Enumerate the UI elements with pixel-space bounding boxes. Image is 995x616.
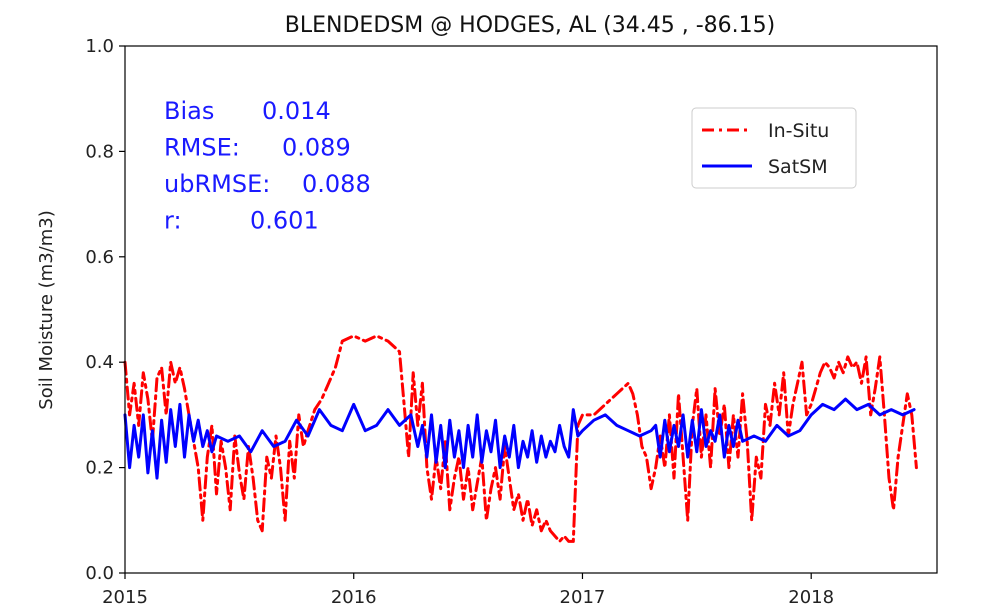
plot-area xyxy=(123,334,918,543)
legend-box xyxy=(691,107,857,189)
x-tick-label: 2016 xyxy=(331,587,377,608)
x-tick-label: 2017 xyxy=(560,587,606,608)
x-axis-ticks: 2015 2016 2017 2018 xyxy=(102,573,834,608)
stat-value: 0.601 xyxy=(250,207,319,235)
y-tick-label: 0.8 xyxy=(85,141,114,162)
stat-label: r: xyxy=(164,207,182,235)
stat-label: Bias xyxy=(164,97,214,125)
stat-value: 0.014 xyxy=(262,97,331,125)
stat-value: 0.088 xyxy=(302,170,371,198)
series-line-in-situ xyxy=(123,334,918,543)
y-tick-label: 0.6 xyxy=(85,247,114,268)
stat-label: ubRMSE: xyxy=(164,170,270,198)
y-tick-label: 0.2 xyxy=(85,458,114,479)
y-tick-label: 0.0 xyxy=(85,563,114,584)
x-tick-label: 2015 xyxy=(102,587,148,608)
chart-title: BLENDEDSM @ HODGES, AL (34.45 , -86.15) xyxy=(285,13,775,38)
series-line-satsm xyxy=(123,397,916,480)
legend-label-insitu: In-Situ xyxy=(768,120,829,142)
y-tick-label: 0.4 xyxy=(85,352,114,373)
stat-label: RMSE: xyxy=(164,134,240,162)
y-axis-label: Soil Moisture (m3/m3) xyxy=(36,210,57,409)
y-tick-label: 1.0 xyxy=(85,36,114,57)
x-tick-label: 2018 xyxy=(788,587,834,608)
plot-frame xyxy=(124,45,938,574)
y-axis-ticks: 0.0 0.2 0.4 0.6 0.8 1.0 xyxy=(85,36,125,584)
legend: In-Situ SatSM xyxy=(691,107,857,189)
stat-value: 0.089 xyxy=(282,134,351,162)
legend-label-satsm: SatSM xyxy=(768,156,828,178)
stats-block: Bias 0.014 RMSE: 0.089 ubRMSE: 0.088 r: 0.601 xyxy=(164,97,371,235)
